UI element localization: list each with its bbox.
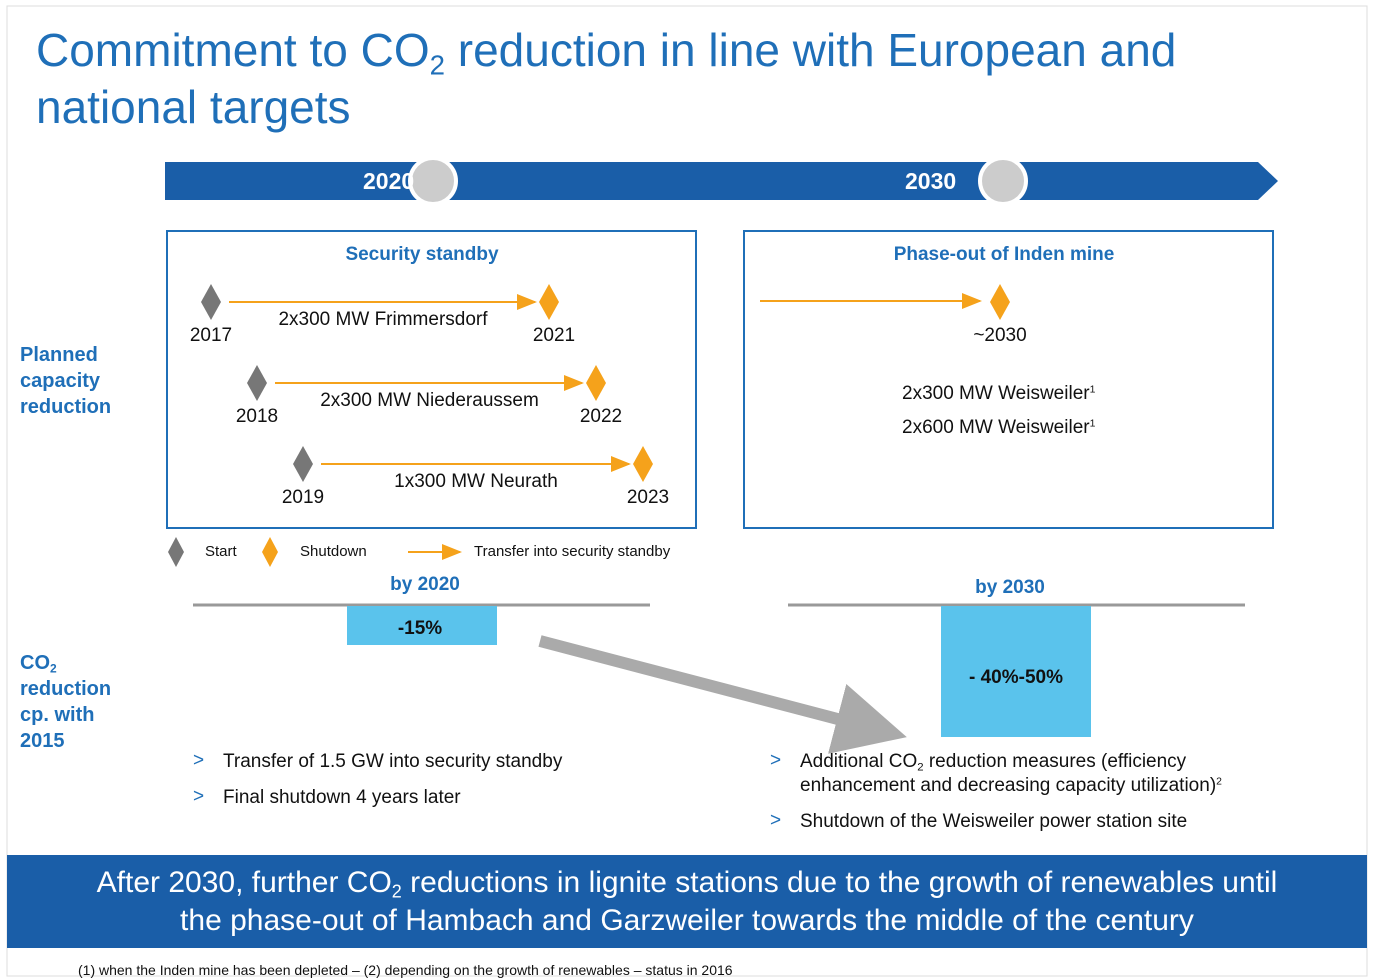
row-label: CO2 reduction cp. with 2015 bbox=[20, 650, 130, 754]
timeline-dot bbox=[978, 156, 1028, 206]
shutdown-diamond bbox=[586, 365, 606, 401]
text-part: Commitment to CO bbox=[36, 24, 430, 76]
banner-text: After 2030, further CO2 reductions in li… bbox=[82, 864, 1292, 940]
timeline-dot bbox=[408, 156, 458, 206]
text-part: 2 bbox=[50, 661, 57, 676]
text-part: Additional CO bbox=[800, 751, 918, 772]
text-part: 2 bbox=[917, 761, 924, 774]
text-part: reduction measures (efficiency enhanceme… bbox=[800, 751, 1217, 796]
legend-shutdown bbox=[262, 537, 278, 567]
legend-label: Transfer into security standby bbox=[474, 543, 671, 560]
legend-label: Shutdown bbox=[300, 543, 367, 560]
box-title: Phase-out of Inden mine bbox=[893, 244, 1115, 265]
reduction-bar bbox=[347, 606, 497, 645]
box bbox=[166, 230, 697, 529]
bullet-marker: > bbox=[770, 810, 782, 831]
text-part: 2x600 MW Weisweiler bbox=[902, 417, 1090, 438]
year: 2019 bbox=[281, 487, 325, 508]
trend-arrow bbox=[538, 635, 907, 754]
year: 2021 bbox=[532, 325, 576, 346]
plant: 2x300 MW Frimmersdorf bbox=[278, 309, 488, 330]
timeline-label: 2020 bbox=[363, 168, 415, 194]
plant: 1x300 MW Neurath bbox=[394, 471, 558, 492]
bullet-marker: > bbox=[193, 786, 205, 807]
bullet: Shutdown of the Weisweiler power station… bbox=[800, 810, 1260, 834]
text-part: 2 bbox=[429, 49, 445, 81]
plant: 2x300 MW Weisweiler1 bbox=[902, 383, 1095, 405]
start-diamond bbox=[201, 284, 221, 320]
period: by 2020 bbox=[390, 574, 460, 595]
shutdown-diamond bbox=[633, 446, 653, 482]
year: 2018 bbox=[235, 406, 279, 427]
text-part: 1 bbox=[1089, 418, 1096, 430]
banner bbox=[7, 855, 1367, 948]
bullet: Additional CO2 reduction measures (effic… bbox=[800, 750, 1260, 798]
text-part: 2 bbox=[1216, 776, 1222, 788]
row-label: Planned capacity reduction bbox=[20, 344, 112, 418]
shutdown-diamond bbox=[539, 284, 559, 320]
text-part: Shutdown of the Weisweiler power station… bbox=[800, 811, 1188, 832]
year: 2023 bbox=[626, 487, 670, 508]
text-part: reduction in line with European and nati… bbox=[36, 24, 1177, 133]
text-part: CO bbox=[20, 652, 50, 674]
legend-label: Start bbox=[205, 543, 237, 560]
text-part: 1 bbox=[1089, 384, 1096, 396]
year: ~2030 bbox=[973, 325, 1027, 346]
frame bbox=[6, 5, 1368, 977]
text-part: 2x300 MW Weisweiler bbox=[902, 383, 1090, 404]
year: 2022 bbox=[579, 406, 623, 427]
box bbox=[743, 230, 1274, 529]
legend-start bbox=[168, 537, 184, 567]
text-part: Transfer of 1.5 GW into security standby bbox=[223, 751, 563, 772]
text-part: 2 bbox=[391, 881, 402, 902]
text-part: reduction cp. with 2015 bbox=[20, 678, 112, 752]
text-part: Final shutdown 4 years later bbox=[223, 787, 461, 808]
start-diamond bbox=[247, 365, 267, 401]
reduction-bar bbox=[941, 606, 1091, 737]
footnote: (1) when the Inden mine has been deplete… bbox=[78, 962, 733, 978]
shutdown-diamond bbox=[990, 284, 1010, 320]
start-diamond bbox=[293, 446, 313, 482]
box-title: Security standby bbox=[345, 244, 499, 265]
reduction-value: - 40%-50% bbox=[969, 667, 1063, 688]
bullet-marker: > bbox=[193, 750, 205, 771]
period: by 2030 bbox=[975, 577, 1045, 598]
year: 2017 bbox=[189, 325, 233, 346]
bullet: Transfer of 1.5 GW into security standby bbox=[223, 750, 683, 774]
plant: 2x300 MW Niederaussem bbox=[320, 390, 539, 411]
bullet-marker: > bbox=[770, 750, 782, 771]
reduction-value: -15% bbox=[397, 618, 443, 639]
plant: 2x600 MW Weisweiler1 bbox=[902, 417, 1095, 439]
timeline-label: 2030 bbox=[905, 168, 957, 194]
text-part: reductions in lignite stations due to th… bbox=[180, 866, 1278, 937]
bullet: Final shutdown 4 years later bbox=[223, 786, 683, 810]
title: Commitment to CO2 reduction in line with… bbox=[36, 22, 1286, 136]
text-part: After 2030, further CO bbox=[96, 866, 392, 899]
timeline-arrow bbox=[165, 162, 1278, 200]
